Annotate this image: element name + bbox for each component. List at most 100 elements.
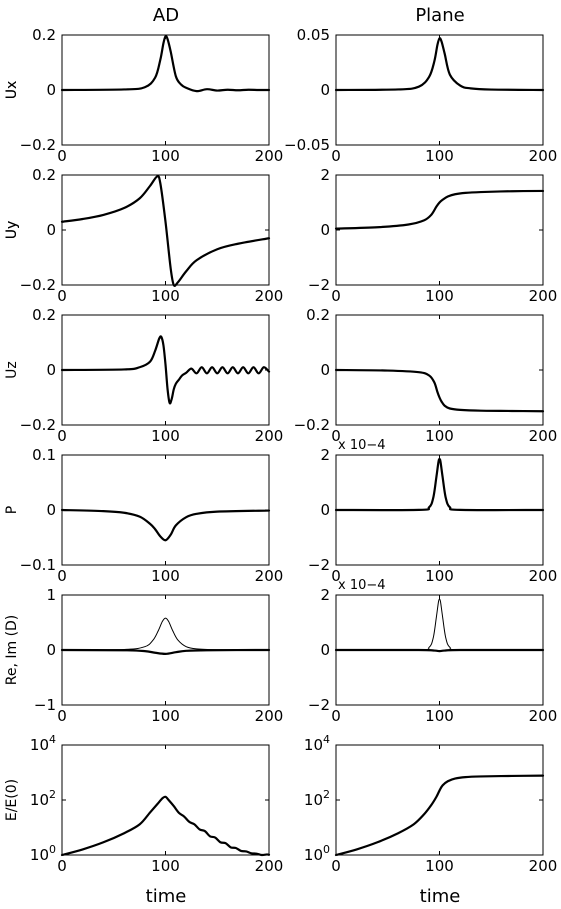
x-tick-label: 100 [425,567,454,585]
x-tick-label: 200 [529,707,558,725]
x-tick-label: 0 [331,857,341,875]
y-axis-label: E/E(0) [4,779,20,821]
y-tick-label: 0.2 [32,166,56,184]
y-tick-label: −0.2 [20,136,56,154]
y-axis-label: Ux [4,81,20,100]
y-tick-label: 0 [320,81,330,99]
y-axis-label: Uy [4,221,20,240]
x-tick-label: 0 [57,707,67,725]
x-tick-label: 0 [57,567,67,585]
y-tick-label: 2 [320,446,330,464]
x-tick-label: 0 [331,287,341,305]
y-tick-label: 0 [46,361,56,379]
x-tick-label: 200 [255,147,284,165]
series-line-0 [334,774,545,857]
y-tick-label: 102 [30,788,56,809]
y-tick-label: 0.2 [306,306,330,324]
x-tick-label: 200 [529,287,558,305]
y-tick-label: 1 [46,586,56,604]
y-tick-label: 0 [46,81,56,99]
y-axis-label: Ux [4,81,20,100]
x-tick-label: 0 [57,857,67,875]
x-tick-label: 200 [255,567,284,585]
x-tick-label: 100 [425,857,454,875]
series-line-0 [334,189,545,230]
x-tick-label: 200 [255,857,284,875]
y-tick-label: 100 [30,843,56,864]
y-tick-label: −0.2 [20,276,56,294]
x-tick-label: 200 [529,857,558,875]
series-line-0 [60,175,271,287]
y-tick-label: 0.2 [32,26,56,44]
x-tick-label: 0 [57,147,67,165]
y-tick-label: 102 [304,788,330,809]
y-tick-label: 0.05 [297,26,330,44]
x-tick-label: 200 [255,287,284,305]
x-tick-label: 200 [255,427,284,445]
y-axis-label: Uy [4,221,20,240]
y-tick-label: 2 [320,586,330,604]
y-tick-label: −0.1 [20,556,56,574]
series-line-1 [60,648,271,655]
y-tick-label: 104 [30,733,56,754]
x-tick-label: 0 [331,567,341,585]
y-tick-label: −2 [308,556,330,574]
x-tick-label: 0 [331,427,341,445]
y-tick-label: −0.2 [20,416,56,434]
series-line-1 [334,648,545,653]
y-tick-label: 0 [46,221,56,239]
x-tick-label: 100 [425,707,454,725]
x-tick-label: 100 [425,147,454,165]
series-line-0 [60,508,271,542]
x-tick-label: 200 [255,707,284,725]
y-multiplier-label: x 10−4 [338,578,386,593]
y-tick-label: −1 [34,696,56,714]
series-line-0 [60,795,271,857]
x-tick-label: 200 [529,567,558,585]
x-tick-label: 100 [425,287,454,305]
series-line-0 [335,598,544,651]
series-line-0 [60,335,271,405]
y-axis-label: Uz [4,361,20,379]
y-tick-label: −0.05 [284,136,330,154]
y-axis-label: P [4,506,20,514]
y-tick-label: 0 [46,501,56,519]
column-title-ad: AD [153,5,179,26]
series-line-0 [334,37,545,92]
y-tick-label: 0 [46,641,56,659]
x-tick-label: 100 [425,427,454,445]
x-tick-label: 100 [151,707,180,725]
y-tick-label: 0 [320,221,330,239]
x-tick-label: 100 [151,147,180,165]
plot-frame [335,744,544,856]
x-tick-label: 100 [151,857,180,875]
y-tick-label: 0.2 [32,306,56,324]
y-tick-label: 0 [320,361,330,379]
y-tick-label: 100 [304,843,330,864]
y-tick-label: −0.2 [294,416,330,434]
y-tick-label: 0.1 [32,446,56,464]
chart-panel-1: 0 100 200 0.05 0 −0.05 Ux [4,26,557,165]
x-tick-label: 200 [529,147,558,165]
x-axis-label-ad: time [146,886,187,907]
y-multiplier-label: x 10−4 [338,438,386,453]
y-tick-label: −2 [308,696,330,714]
y-tick-label: −2 [308,276,330,294]
x-tick-label: 0 [57,427,67,445]
y-tick-label: 0 [320,641,330,659]
y-tick-label: 0 [320,501,330,519]
x-tick-label: 0 [331,707,341,725]
column-title-plane: Plane [415,5,464,26]
